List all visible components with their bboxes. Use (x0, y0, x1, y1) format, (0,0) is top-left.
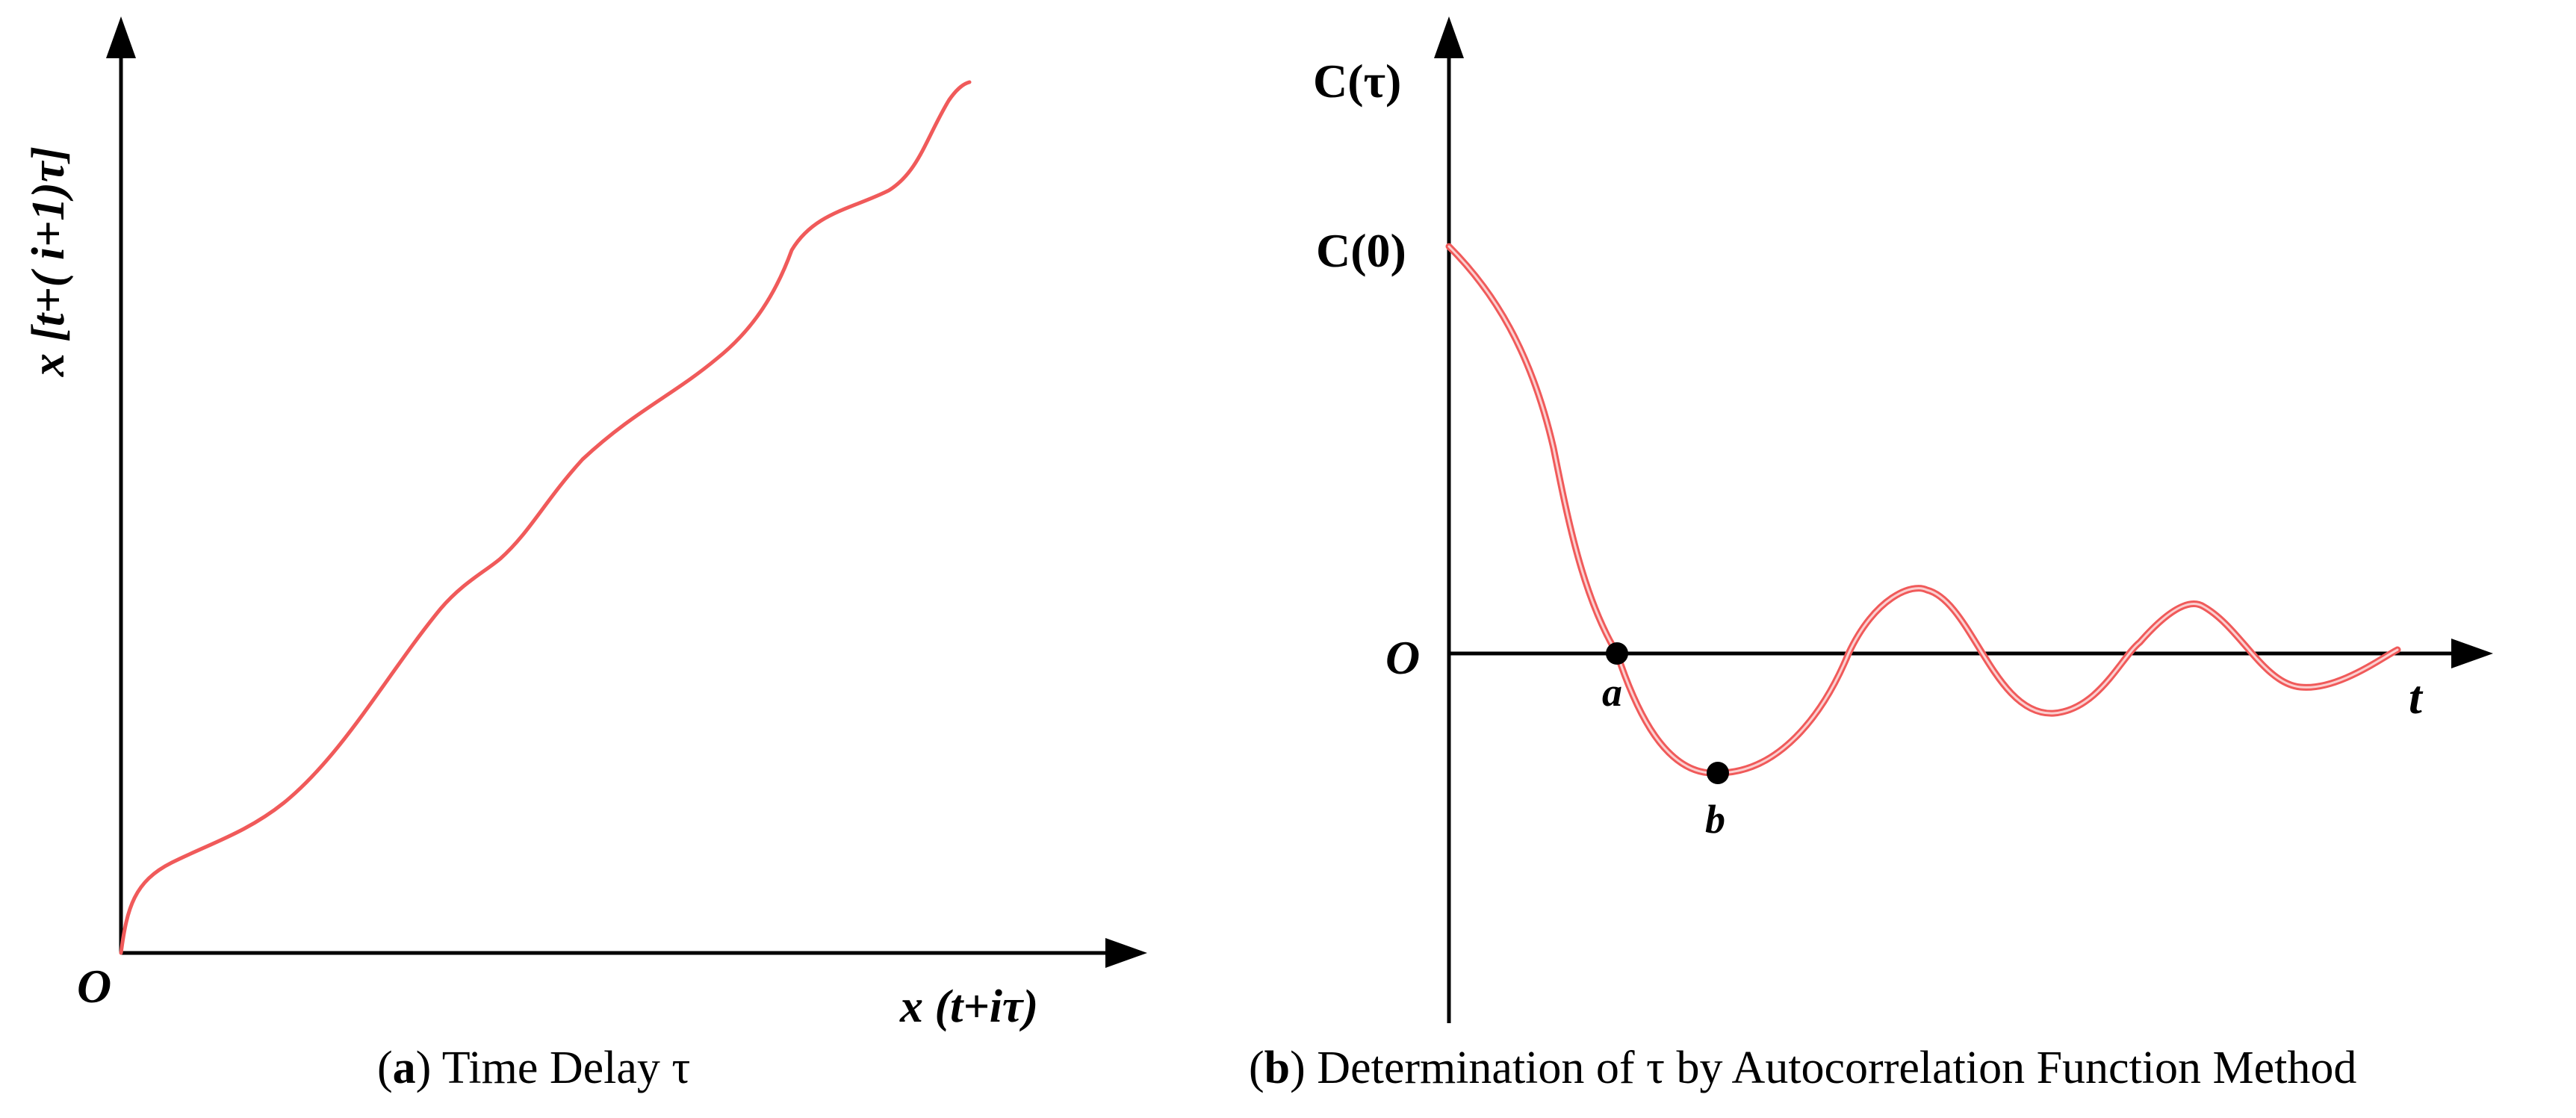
panel-a-y-axis-arrowhead (106, 16, 136, 58)
panel-a-caption: (a) Time Delay τ (377, 1043, 691, 1093)
point-a-label: a (1602, 670, 1622, 715)
panel-a-caption-text: Time Delay τ (441, 1043, 691, 1093)
point-b-label: b (1705, 797, 1725, 842)
panel-b-x-axis-arrowhead (2451, 639, 2493, 668)
panel-b-caption: (b) Determination of τ by Autocorrelatio… (1249, 1043, 2357, 1093)
panel-b-c0-label: C(0) (1316, 224, 1406, 277)
point-b-marker (1707, 762, 1729, 784)
panel-a-y-axis-label: x [t+( i+1)τ] (23, 146, 74, 377)
panel-a-origin-label: O (77, 960, 111, 1013)
panel-b-origin-label: O (1385, 631, 1420, 684)
panel-a-x-axis-arrowhead (1105, 938, 1147, 968)
panel-b-x-axis-label: t (2409, 671, 2424, 724)
panel-b-caption-letter: b (1264, 1043, 1291, 1093)
panel-a-caption-letter: a (392, 1043, 416, 1093)
point-a-marker (1606, 642, 1628, 665)
panel-b-y-axis-arrowhead (1434, 16, 1464, 58)
panel-a-curve (119, 80, 972, 955)
panel-b-caption-text: Determination of τ by Autocorrelation Fu… (1317, 1043, 2357, 1093)
panel-a: x [t+( i+1)τ] O x (t+iτ) (23, 16, 1147, 1032)
panel-b: C(τ) C(0) O t a b (1313, 16, 2493, 1023)
panel-b-curve-highlight (1447, 245, 2399, 774)
panel-a-x-axis-label: x (t+iτ) (899, 981, 1038, 1032)
panel-b-y-axis-label: C(τ) (1313, 55, 1401, 108)
panel-b-curve (1445, 243, 2401, 777)
